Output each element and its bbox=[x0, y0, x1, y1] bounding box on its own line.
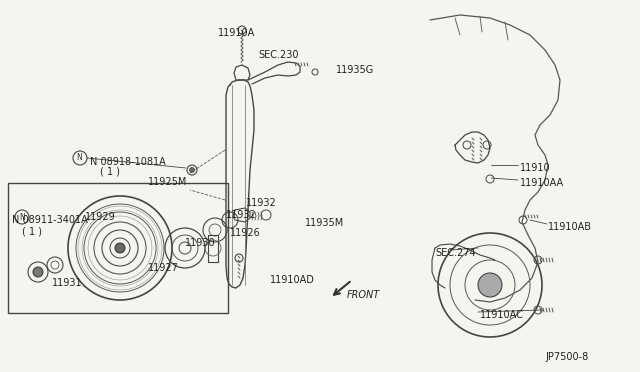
Text: 11929: 11929 bbox=[85, 212, 116, 222]
Circle shape bbox=[33, 267, 43, 277]
Text: 11910AA: 11910AA bbox=[520, 178, 564, 188]
Circle shape bbox=[478, 273, 502, 297]
Bar bbox=[8, 183, 228, 313]
Text: 11935G: 11935G bbox=[336, 65, 374, 75]
Text: ( 1 ): ( 1 ) bbox=[100, 167, 120, 177]
Text: 11925M: 11925M bbox=[148, 177, 188, 187]
Text: 11910AC: 11910AC bbox=[480, 310, 524, 320]
Text: N 08911-3401A: N 08911-3401A bbox=[12, 215, 88, 225]
Text: 11910AB: 11910AB bbox=[548, 222, 592, 232]
Text: 11930: 11930 bbox=[185, 238, 216, 248]
Text: 11910: 11910 bbox=[520, 163, 550, 173]
Text: 11935M: 11935M bbox=[305, 218, 344, 228]
Text: 11927: 11927 bbox=[148, 263, 179, 273]
Text: 11910A: 11910A bbox=[218, 28, 255, 38]
Text: N 08918-1081A: N 08918-1081A bbox=[90, 157, 166, 167]
Text: N: N bbox=[76, 154, 82, 163]
Text: ( 1 ): ( 1 ) bbox=[22, 226, 42, 236]
Text: FRONT: FRONT bbox=[347, 290, 380, 300]
Text: 11932: 11932 bbox=[246, 198, 276, 208]
Text: SEC.274: SEC.274 bbox=[435, 248, 476, 258]
Circle shape bbox=[115, 243, 125, 253]
Circle shape bbox=[189, 167, 195, 173]
Text: JP7500-8: JP7500-8 bbox=[545, 352, 588, 362]
Text: 11931: 11931 bbox=[52, 278, 83, 288]
Text: 11932: 11932 bbox=[226, 210, 257, 220]
Text: N: N bbox=[19, 212, 25, 221]
Text: 11926: 11926 bbox=[230, 228, 260, 238]
Text: 11910AD: 11910AD bbox=[270, 275, 315, 285]
Text: SEC.230: SEC.230 bbox=[258, 50, 298, 60]
